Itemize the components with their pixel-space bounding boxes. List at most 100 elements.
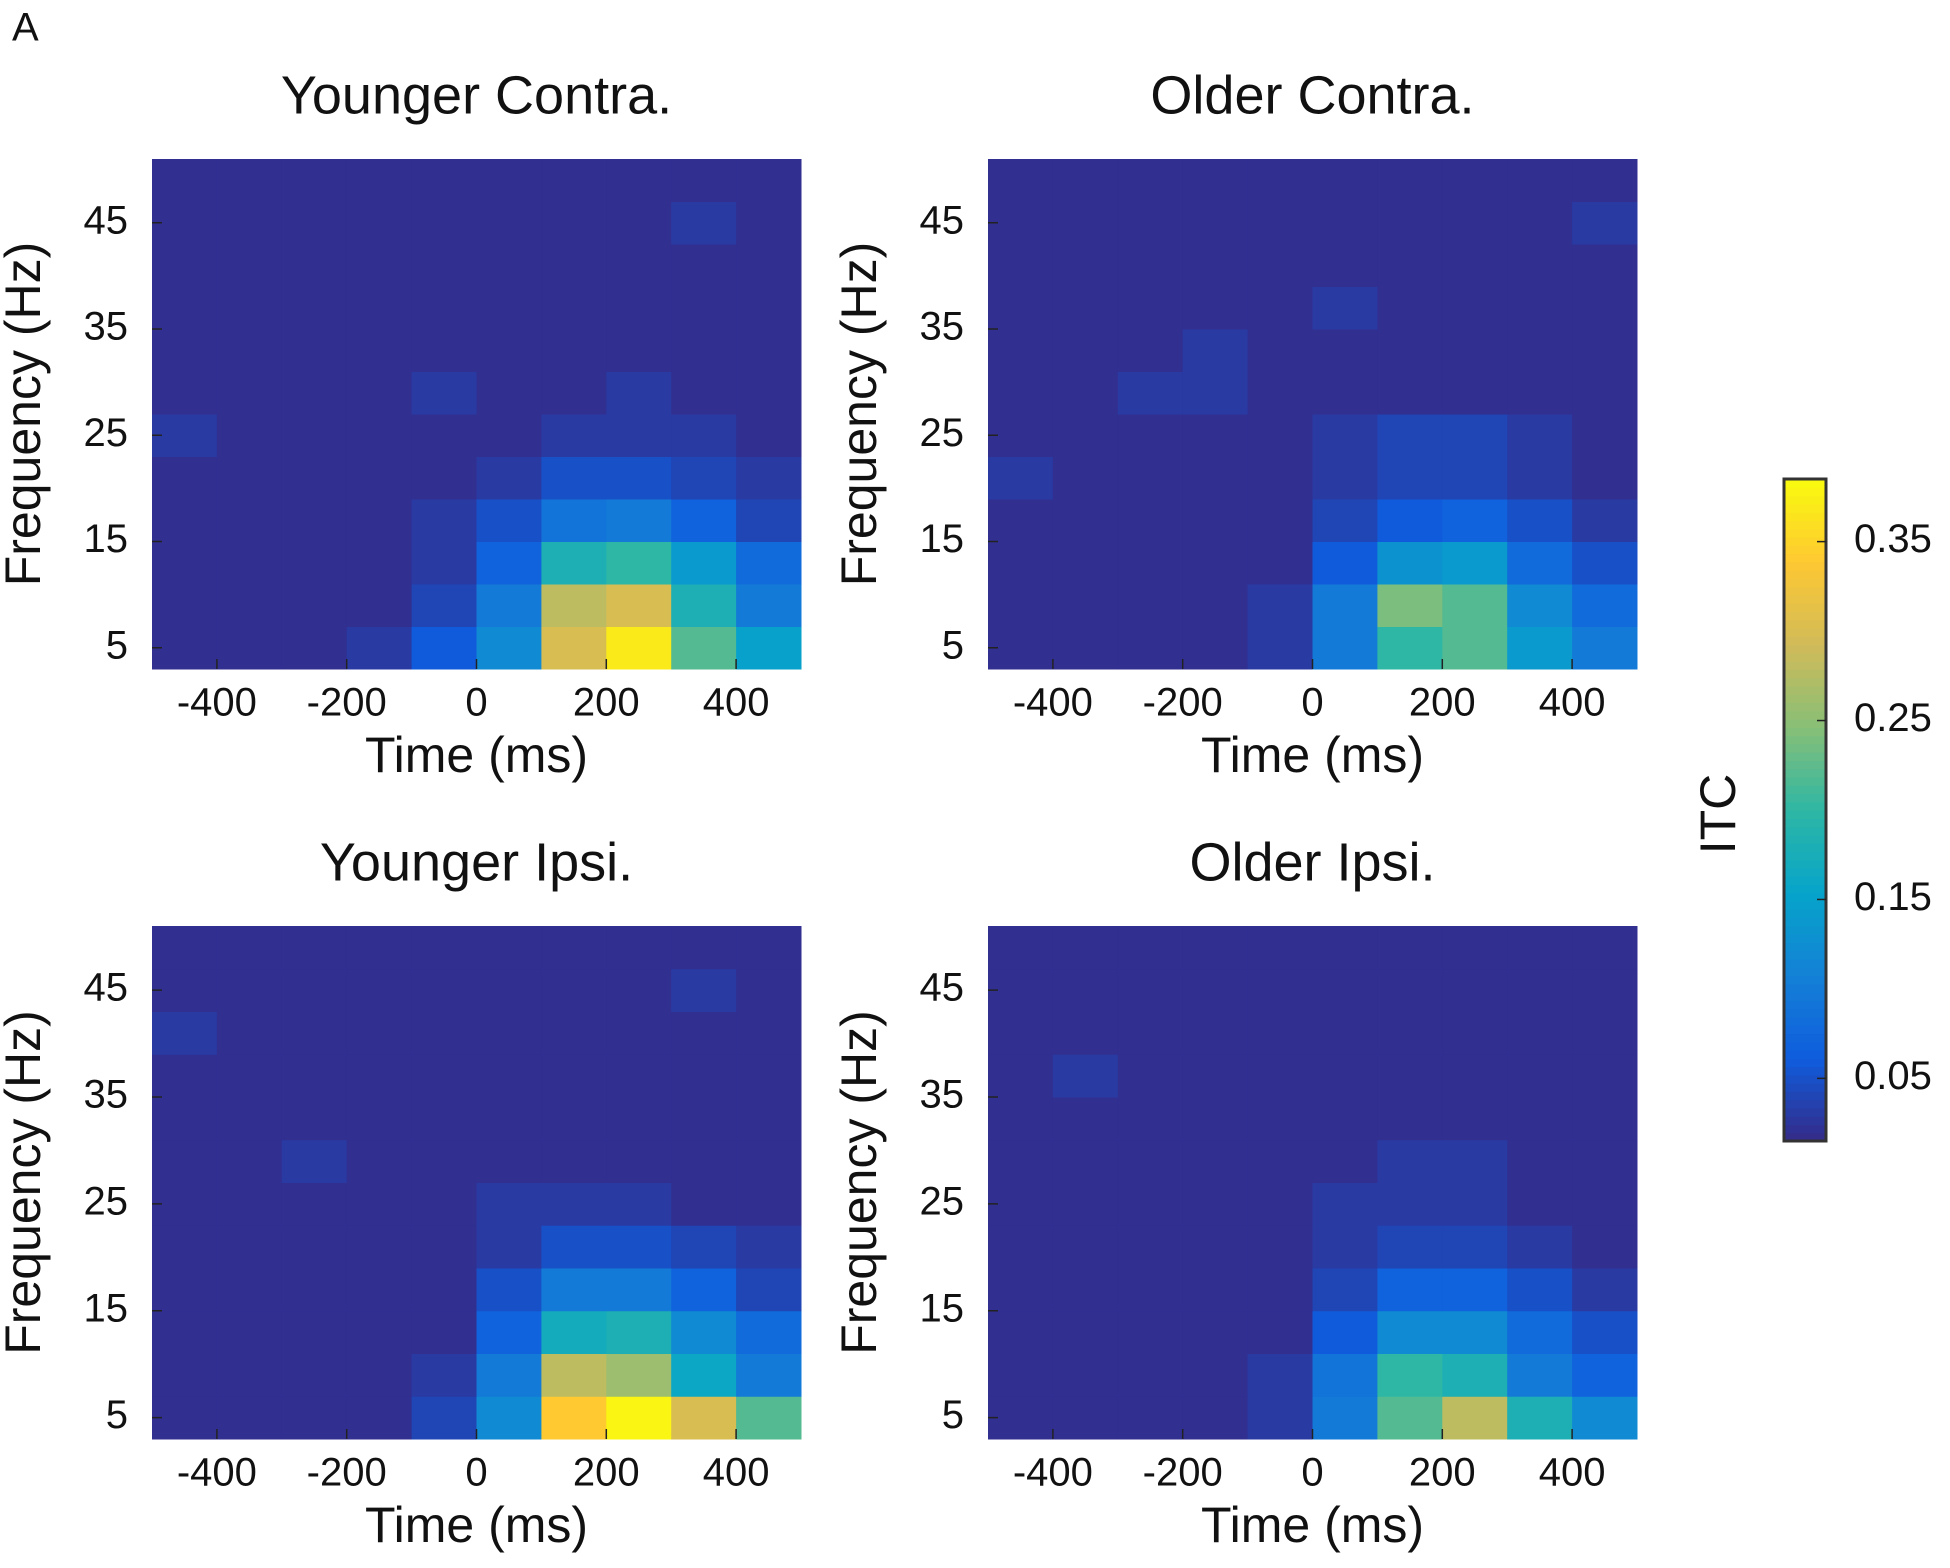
colorbar-segment: [1784, 1008, 1826, 1018]
heat-cell: [281, 456, 348, 500]
heat-cell: [1312, 926, 1378, 970]
heat-cell: [1507, 371, 1573, 415]
heat-cell: [1052, 1353, 1119, 1397]
heat-cell: [1247, 1097, 1313, 1141]
heat-cell: [411, 286, 477, 330]
heat-cell: [1052, 1139, 1119, 1183]
heat-cell: [411, 1225, 477, 1269]
heat-cell: [1572, 1011, 1638, 1055]
heat-cell: [1377, 584, 1443, 627]
heat-cell: [606, 584, 672, 627]
heat-cell: [216, 499, 283, 542]
heat-cell: [671, 456, 737, 500]
heat-cell: [736, 329, 802, 372]
heat-cell: [1507, 1310, 1573, 1354]
heat-cell: [736, 201, 802, 245]
x-tick-label: -400: [1013, 681, 1093, 725]
heat-cell: [1507, 926, 1573, 970]
heat-cell: [541, 286, 607, 330]
heat-cell: [671, 1011, 737, 1055]
heat-cell: [1182, 1310, 1249, 1354]
heat-cell: [1247, 371, 1313, 415]
heat-cell: [1052, 244, 1119, 287]
heat-cell: [281, 1268, 348, 1312]
heat-cell: [1507, 584, 1573, 627]
heat-cell: [988, 244, 1054, 287]
y-tick-label: 15: [920, 517, 965, 561]
heat-cell: [606, 1353, 672, 1397]
heat-cell: [411, 1054, 477, 1098]
heat-cell: [476, 1353, 542, 1397]
heat-cell: [1247, 201, 1313, 245]
colorbar-segment: [1784, 1025, 1826, 1035]
heat-cell: [1247, 1011, 1313, 1055]
heat-cell: [152, 584, 218, 627]
heat-cell: [476, 626, 542, 670]
heat-cell: [476, 456, 542, 500]
heat-cell: [1182, 286, 1249, 330]
heat-cell: [346, 541, 413, 585]
heat-cell: [216, 626, 283, 670]
heat-cell: [1182, 159, 1249, 202]
heat-cell: [476, 244, 542, 287]
heat-cell: [1572, 456, 1638, 500]
heat-cell: [281, 626, 348, 670]
heat-cell: [1117, 1396, 1184, 1440]
colorbar-segment: [1784, 536, 1826, 546]
heat-cell: [736, 1182, 802, 1226]
heat-cell: [1052, 541, 1119, 585]
heat-cell: [736, 626, 802, 670]
heat-cell: [1052, 1097, 1119, 1141]
heat-cell: [606, 371, 672, 415]
heat-cell: [1312, 286, 1378, 330]
heat-cell: [1247, 926, 1313, 970]
heat-cell: [1117, 414, 1184, 457]
heat-cell: [411, 541, 477, 585]
x-tick-label: 200: [1409, 681, 1476, 725]
heat-cell: [1312, 159, 1378, 202]
heat-cell: [476, 371, 542, 415]
heat-cell: [411, 968, 477, 1012]
heat-cell: [1377, 1310, 1443, 1354]
heat-cell: [1507, 541, 1573, 585]
heat-cell: [1312, 1353, 1378, 1397]
heat-cell: [346, 1097, 413, 1141]
colorbar-segment: [1784, 958, 1826, 968]
panel-title: Younger Contra.: [281, 65, 672, 125]
heat-cell: [281, 201, 348, 245]
heat-cell: [216, 371, 283, 415]
heat-cell: [346, 201, 413, 245]
heat-cell: [216, 329, 283, 372]
heat-cell: [281, 159, 348, 202]
colorbar-segment: [1784, 801, 1826, 811]
y-tick-label: 5: [106, 623, 128, 667]
heat-cell: [736, 1097, 802, 1141]
heat-cell: [1182, 1182, 1249, 1226]
heat-cell: [411, 456, 477, 500]
y-tick-label: 45: [84, 966, 129, 1010]
heat-cell: [346, 1011, 413, 1055]
heat-cell: [988, 1268, 1054, 1312]
colorbar-segment: [1784, 1116, 1826, 1126]
heat-cell: [1507, 1182, 1573, 1226]
heat-cell: [1312, 1268, 1378, 1312]
heat-cell: [541, 499, 607, 542]
heat-cell: [281, 968, 348, 1012]
heat-cell: [152, 201, 218, 245]
colorbar-segment: [1784, 917, 1826, 927]
heat-cell: [152, 1353, 218, 1397]
x-tick-label: -200: [307, 1451, 387, 1495]
heat-cell: [346, 329, 413, 372]
panel-title: Older Ipsi.: [1189, 832, 1435, 892]
heat-cell: [1312, 201, 1378, 245]
heat-cell: [606, 201, 672, 245]
colorbar-segment: [1784, 603, 1826, 612]
heat-cell: [152, 1268, 218, 1312]
colorbar-segment: [1784, 768, 1826, 778]
heat-cell: [1442, 1310, 1508, 1354]
heat-cell: [1377, 159, 1443, 202]
heat-cell: [988, 584, 1054, 627]
colorbar-segment: [1784, 785, 1826, 795]
heat-cell: [1117, 456, 1184, 500]
heat-cell: [671, 1054, 737, 1098]
